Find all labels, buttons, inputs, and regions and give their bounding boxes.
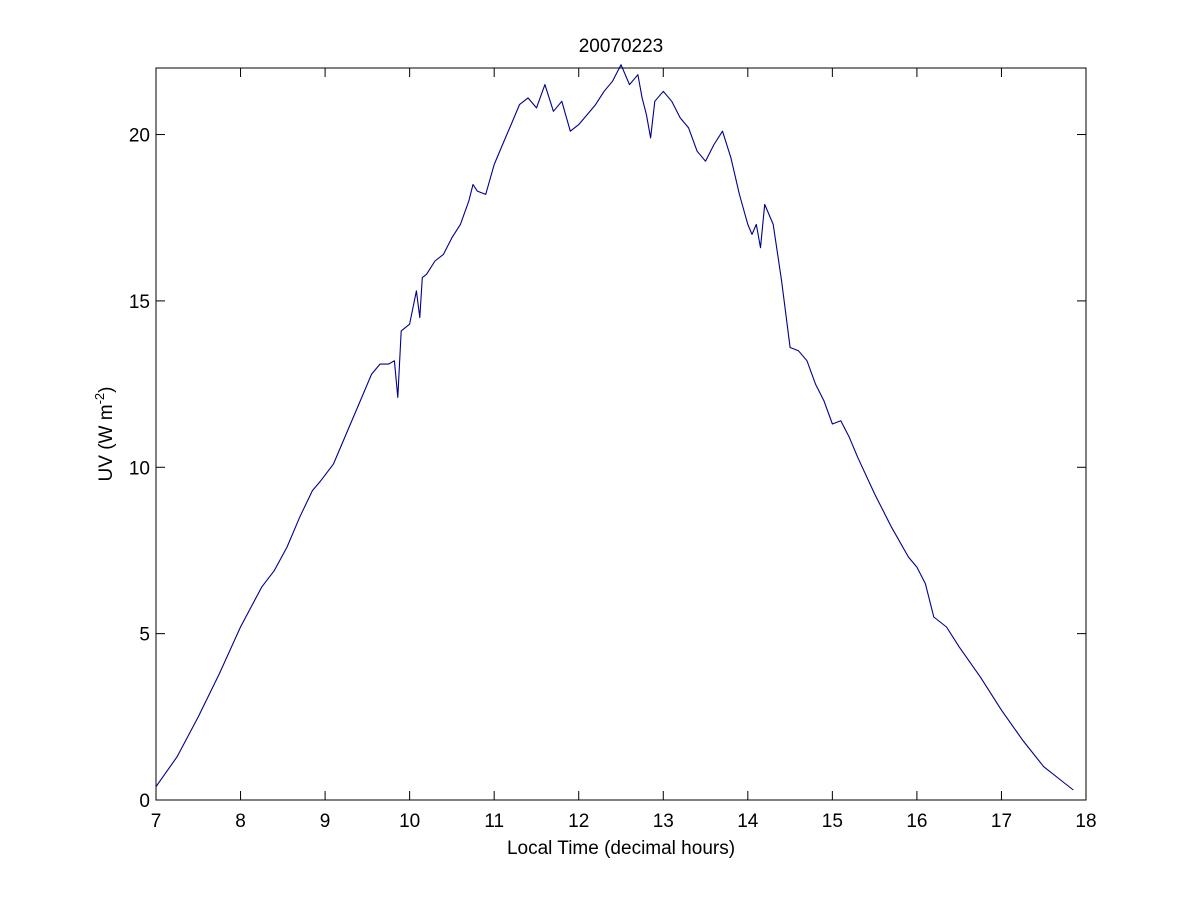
x-tick-label: 11 [484,811,504,832]
x-tick-label: 15 [822,811,843,832]
plot-frame [155,67,1087,801]
x-tick-label: 13 [653,811,674,832]
y-tick-label: 5 [139,625,150,646]
x-tick-label: 10 [399,811,420,832]
y-tick-label: 20 [129,126,150,147]
y-tick-label: 15 [129,292,150,313]
x-tick-label: 17 [991,811,1012,832]
y-axis-label-base: UV (W m [96,404,117,481]
y-axis-label-close: ) [96,387,117,393]
uv-series-line [155,64,1074,791]
x-tick-label: 14 [737,811,759,832]
x-tick-label: 18 [1075,811,1096,832]
x-tick-label: 16 [906,811,927,832]
chart-title: 20070223 [579,36,664,57]
x-tick-label: 12 [568,811,589,832]
y-axis-label: UV (W m-2) [92,387,117,482]
x-tick-label: 8 [235,811,246,832]
plot-area [156,68,1086,800]
y-tick-label: 10 [129,458,150,479]
y-axis-label-exponent: -2 [92,393,107,405]
axis-tick-labels: 7 8 9 10 11 12 13 14 15 16 17 18 0 5 10 15 20 [129,126,1097,832]
y-tick-label: 0 [139,791,150,812]
x-tick-label: 7 [151,811,162,832]
x-axis-label: Local Time (decimal hours) [507,838,735,859]
x-tick-label: 9 [320,811,331,832]
